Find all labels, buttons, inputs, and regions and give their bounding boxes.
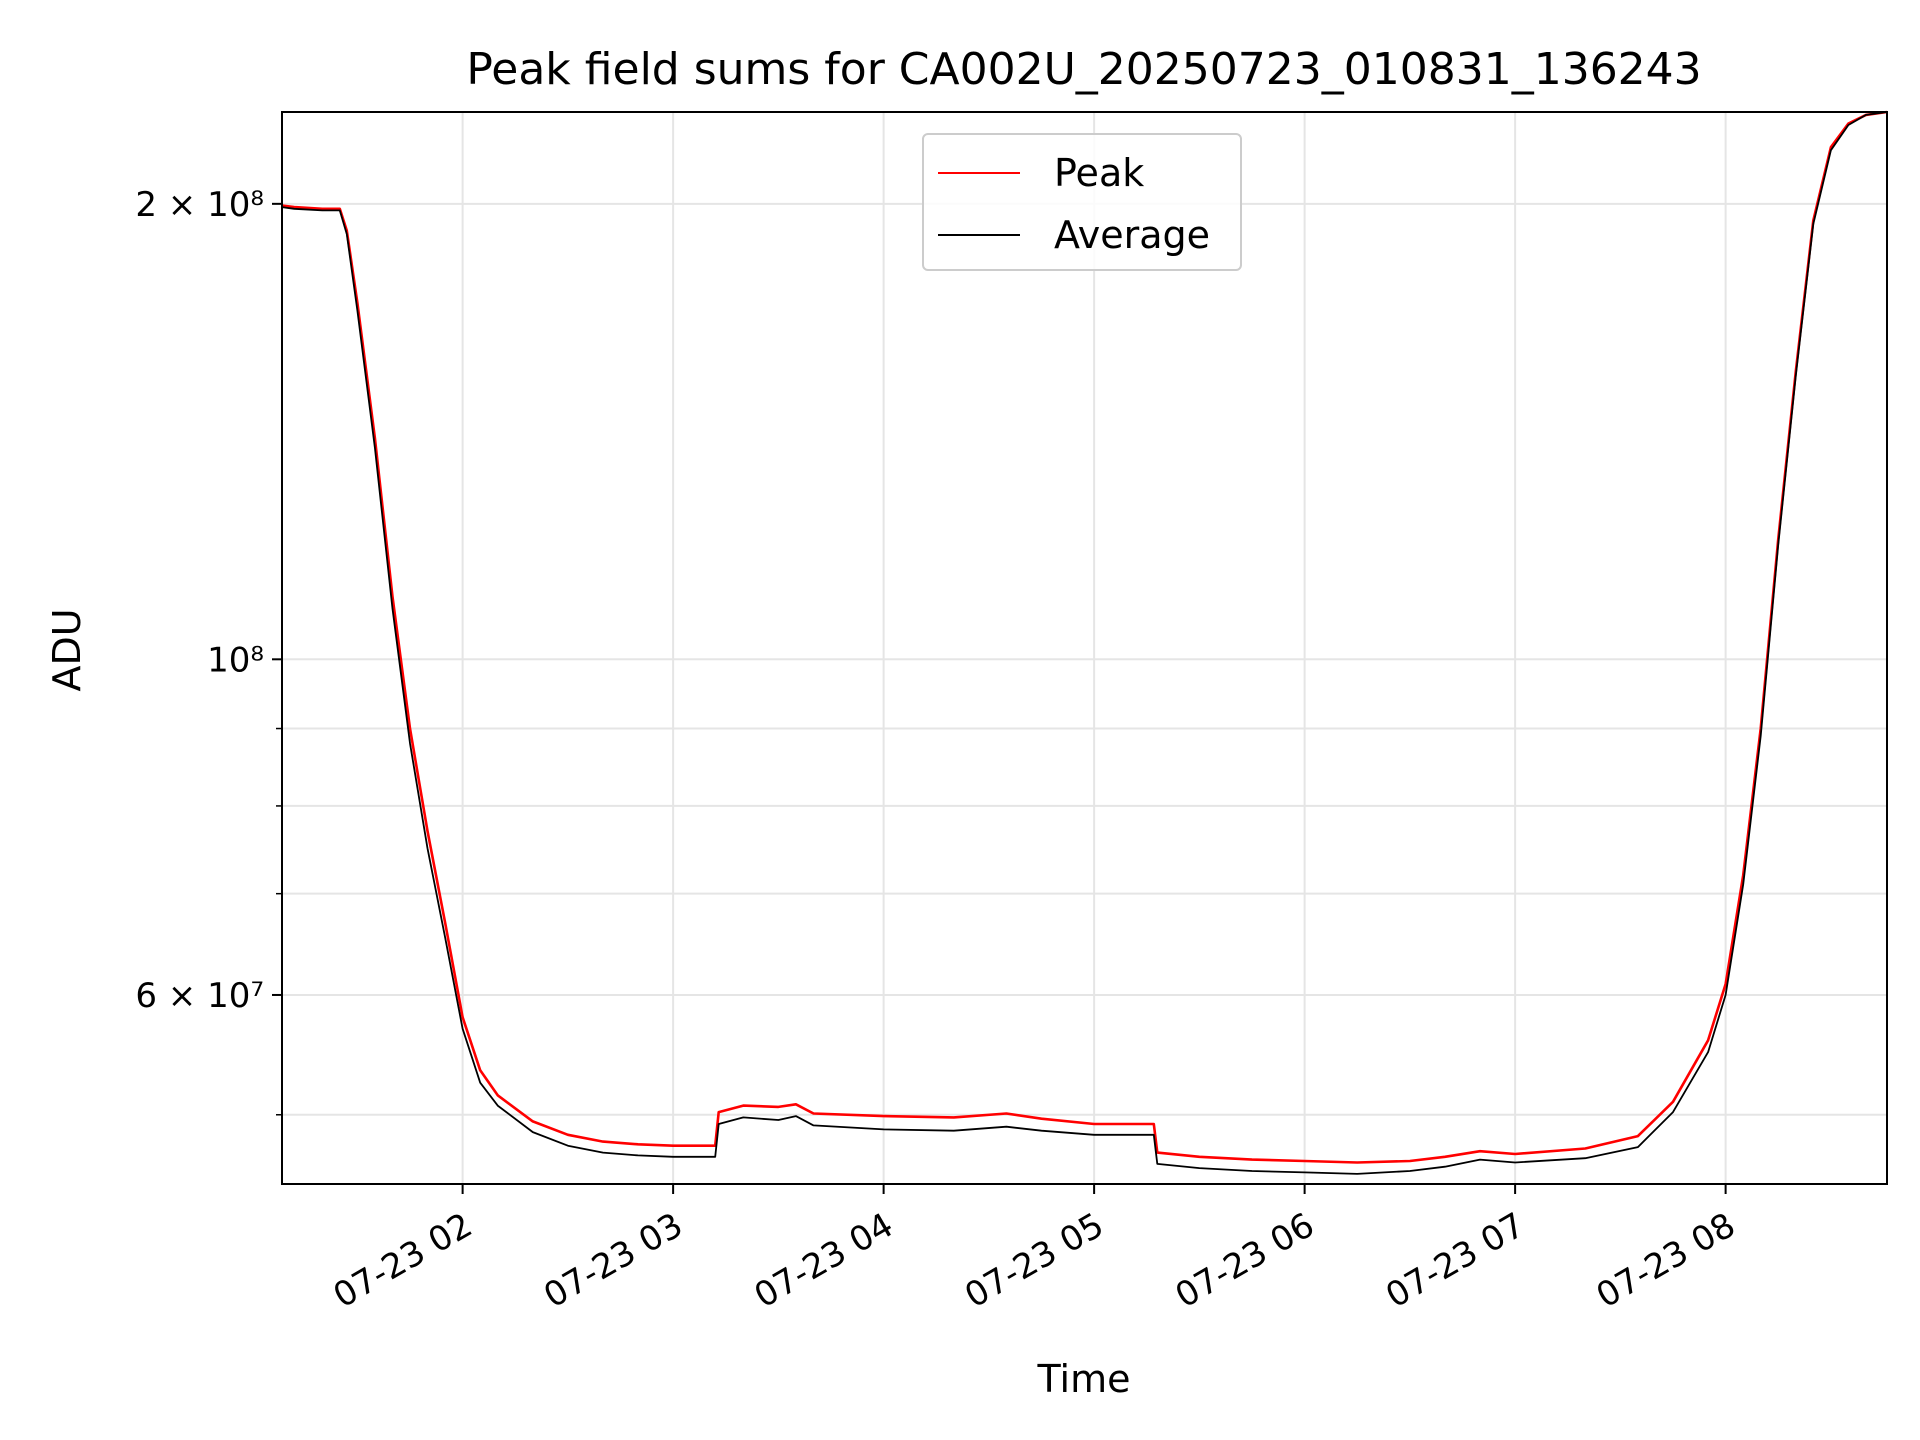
series-lines	[281, 110, 1888, 1175]
y-tick-label: 10⁸	[207, 640, 264, 680]
y-axis-label: ADU	[45, 608, 89, 691]
series-line-average	[281, 111, 1888, 1175]
legend-swatch	[938, 172, 1020, 174]
chart-title: Peak field sums for CA002U_20250723_0108…	[466, 44, 1701, 95]
plot-area-frame	[281, 111, 1888, 1185]
series-line-peak	[281, 110, 1888, 1164]
legend-entry-peak: Peak	[938, 151, 1145, 195]
y-tick-label: 2 × 10⁸	[135, 185, 264, 225]
legend-swatch	[938, 234, 1020, 236]
x-axis-label: Time	[1037, 1357, 1131, 1401]
legend-label: Average	[1054, 213, 1211, 257]
y-axis-ticks: 2 × 10⁸ 10⁸ 6 × 10⁷	[135, 185, 282, 1116]
legend: Peak Average	[922, 133, 1242, 271]
legend-label: Peak	[1054, 151, 1145, 195]
y-tick-label: 6 × 10⁷	[135, 976, 264, 1016]
legend-entry-average: Average	[938, 213, 1211, 257]
